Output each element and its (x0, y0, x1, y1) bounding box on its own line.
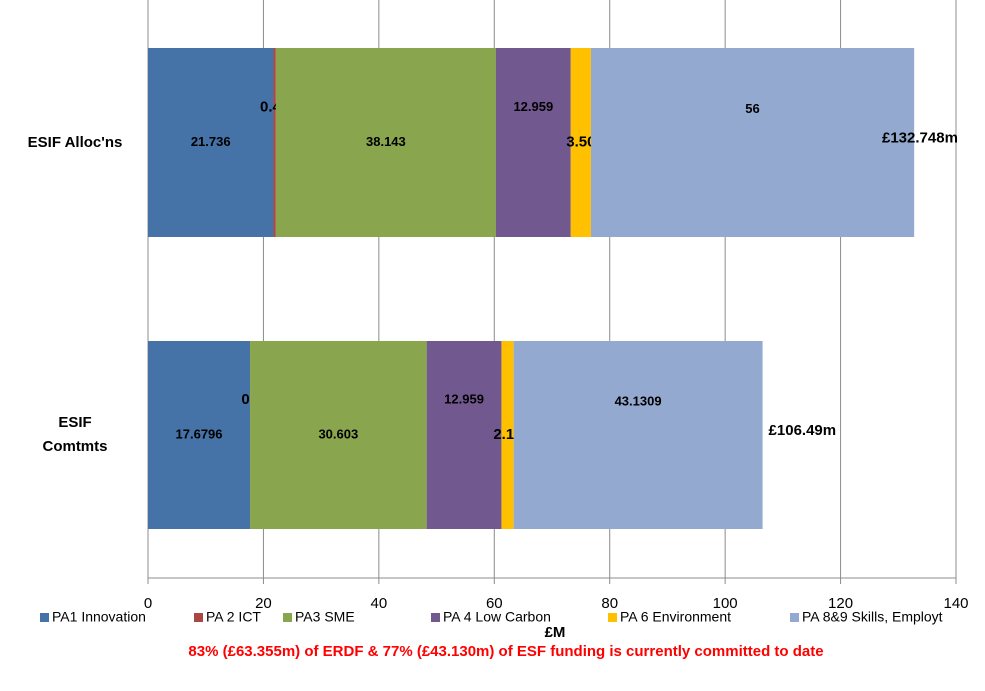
legend-swatch (194, 613, 203, 622)
total-label: £132.748m (882, 129, 958, 146)
data-label: 43.1309 (615, 393, 662, 408)
data-label: 30.603 (318, 426, 358, 441)
legend-swatch (283, 613, 292, 622)
total-label: £106.49m (769, 422, 837, 439)
legend-swatch (790, 613, 799, 622)
legend-label: PA 2 ICT (206, 609, 261, 625)
data-label: 12.959 (513, 99, 553, 114)
data-label: 3.50 (566, 133, 595, 150)
x-tick-label: 120 (828, 595, 853, 612)
legend-label: PA 8&9 Skills, Employt (802, 609, 943, 625)
bar-segment (275, 48, 496, 237)
bar-segment (590, 48, 915, 237)
bar-segment (426, 341, 502, 529)
bar-segment (148, 48, 274, 237)
data-label: 38.143 (366, 134, 406, 149)
legend-label: PA 6 Environment (620, 609, 731, 625)
x-tick-label: 140 (943, 595, 968, 612)
x-tick-label: 80 (601, 595, 618, 612)
bar-segment (513, 341, 763, 529)
legend-swatch (608, 613, 617, 622)
data-label: 56 (745, 101, 759, 116)
data-label: 17.6796 (176, 426, 223, 441)
x-tick-label: 100 (713, 595, 738, 612)
bar-segment (501, 341, 514, 529)
bar-segment (273, 48, 276, 237)
x-tick-label: 20 (255, 595, 272, 612)
data-label: 12.959 (444, 391, 484, 406)
legend-swatch (40, 613, 49, 622)
x-axis-label: £M (545, 624, 566, 641)
data-label: 21.736 (191, 134, 231, 149)
legend-label: PA 4 Low Carbon (443, 609, 551, 625)
x-tick-label: 40 (371, 595, 388, 612)
y-tick-label: ESIF Alloc'ns (27, 133, 123, 151)
bar-segment (148, 341, 251, 529)
bar-segment (570, 48, 591, 237)
legend-label: PA1 Innovation (52, 609, 146, 625)
y-tick-label: ESIF Comtmts (42, 414, 108, 455)
legend-swatch (431, 613, 440, 622)
bar-segment (250, 341, 427, 529)
annotation: 83% (£63.355m) of ERDF & 77% (£43.130m) … (188, 643, 823, 660)
bar-segment (495, 48, 571, 237)
x-tick-label: 60 (486, 595, 503, 612)
legend-label: PA3 SME (295, 609, 355, 625)
x-tick-label: 0 (144, 595, 152, 612)
